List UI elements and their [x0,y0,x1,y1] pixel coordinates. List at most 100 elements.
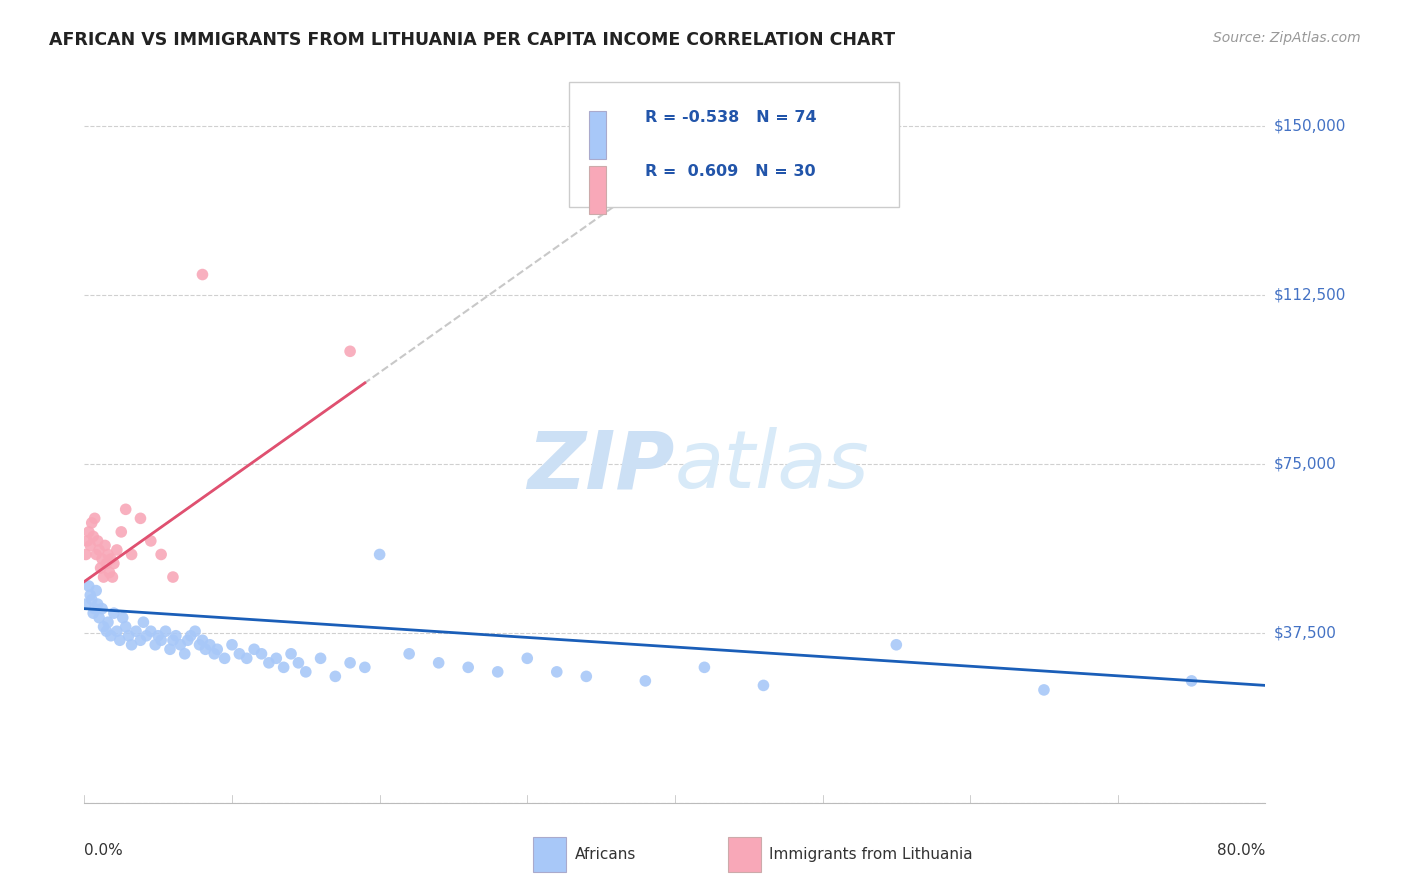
Point [457,660,479,674]
Point [236,651,259,665]
Point [207,642,229,657]
Point [129,511,152,525]
Point [125,624,148,639]
Point [1033,682,1056,697]
Point [114,620,136,634]
Point [93,570,115,584]
Point [100,629,122,643]
Point [83,511,105,525]
FancyBboxPatch shape [568,82,900,207]
Text: R =  0.609   N = 30: R = 0.609 N = 30 [645,164,815,179]
Point [309,651,332,665]
Point [198,638,221,652]
Point [114,502,136,516]
Text: $37,500: $37,500 [1274,626,1337,641]
Point [90,561,112,575]
Point [150,548,173,562]
Point [516,651,538,665]
Point [169,638,191,652]
Point [250,647,273,661]
Text: 80.0%: 80.0% [1218,843,1265,858]
Point [155,624,177,639]
Point [546,665,568,679]
Point [76,533,98,548]
Point [221,638,243,652]
Point [105,543,128,558]
Point [180,629,202,643]
Point [295,665,318,679]
Point [79,538,101,552]
Point [135,629,157,643]
Point [108,633,131,648]
Point [228,647,250,661]
Point [159,642,181,657]
Text: 0.0%: 0.0% [84,843,124,858]
Point [96,557,118,571]
Point [80,592,103,607]
Point [129,633,152,648]
Point [280,647,302,661]
Point [98,566,121,580]
Point [162,570,184,584]
Point [77,579,100,593]
Point [693,660,716,674]
Point [97,615,120,630]
Point [103,606,125,620]
Point [325,669,347,683]
Point [191,633,214,648]
Point [177,633,200,648]
Point [368,548,391,562]
Point [77,524,100,539]
Point [188,638,211,652]
Text: atlas: atlas [675,427,870,506]
Point [339,656,361,670]
Point [752,678,775,692]
Bar [589,166,606,214]
Point [243,642,266,657]
Point [202,647,225,661]
Bar [533,838,567,872]
Text: Africans: Africans [575,847,636,862]
Point [132,615,155,630]
Point [80,516,103,530]
Point [93,620,115,634]
Point [84,583,107,598]
Point [162,633,184,648]
Point [103,557,125,571]
Point [139,533,162,548]
Point [97,548,120,562]
Point [339,344,361,359]
Point [634,673,657,688]
Point [214,651,236,665]
Point [165,629,187,643]
Point [96,624,118,639]
Point [886,638,908,652]
Text: ZIP: ZIP [527,427,675,506]
Text: R = -0.538   N = 74: R = -0.538 N = 74 [645,110,817,125]
Point [191,268,214,282]
Point [273,660,295,674]
Point [75,597,97,611]
Point [87,610,111,624]
Point [118,629,141,643]
Point [91,552,114,566]
Point [110,524,132,539]
Point [266,651,288,665]
Point [121,548,143,562]
Text: Immigrants from Lithuania: Immigrants from Lithuania [769,847,973,862]
Bar [589,112,606,159]
Point [427,656,450,670]
Point [86,597,108,611]
Point [111,610,134,624]
Point [105,624,128,639]
Point [121,638,143,652]
Bar [728,838,761,872]
Point [100,552,122,566]
Point [87,543,111,558]
Point [86,533,108,548]
Text: Source: ZipAtlas.com: Source: ZipAtlas.com [1213,31,1361,45]
Point [184,624,207,639]
Point [83,601,105,615]
Point [139,624,162,639]
Point [1181,673,1204,688]
